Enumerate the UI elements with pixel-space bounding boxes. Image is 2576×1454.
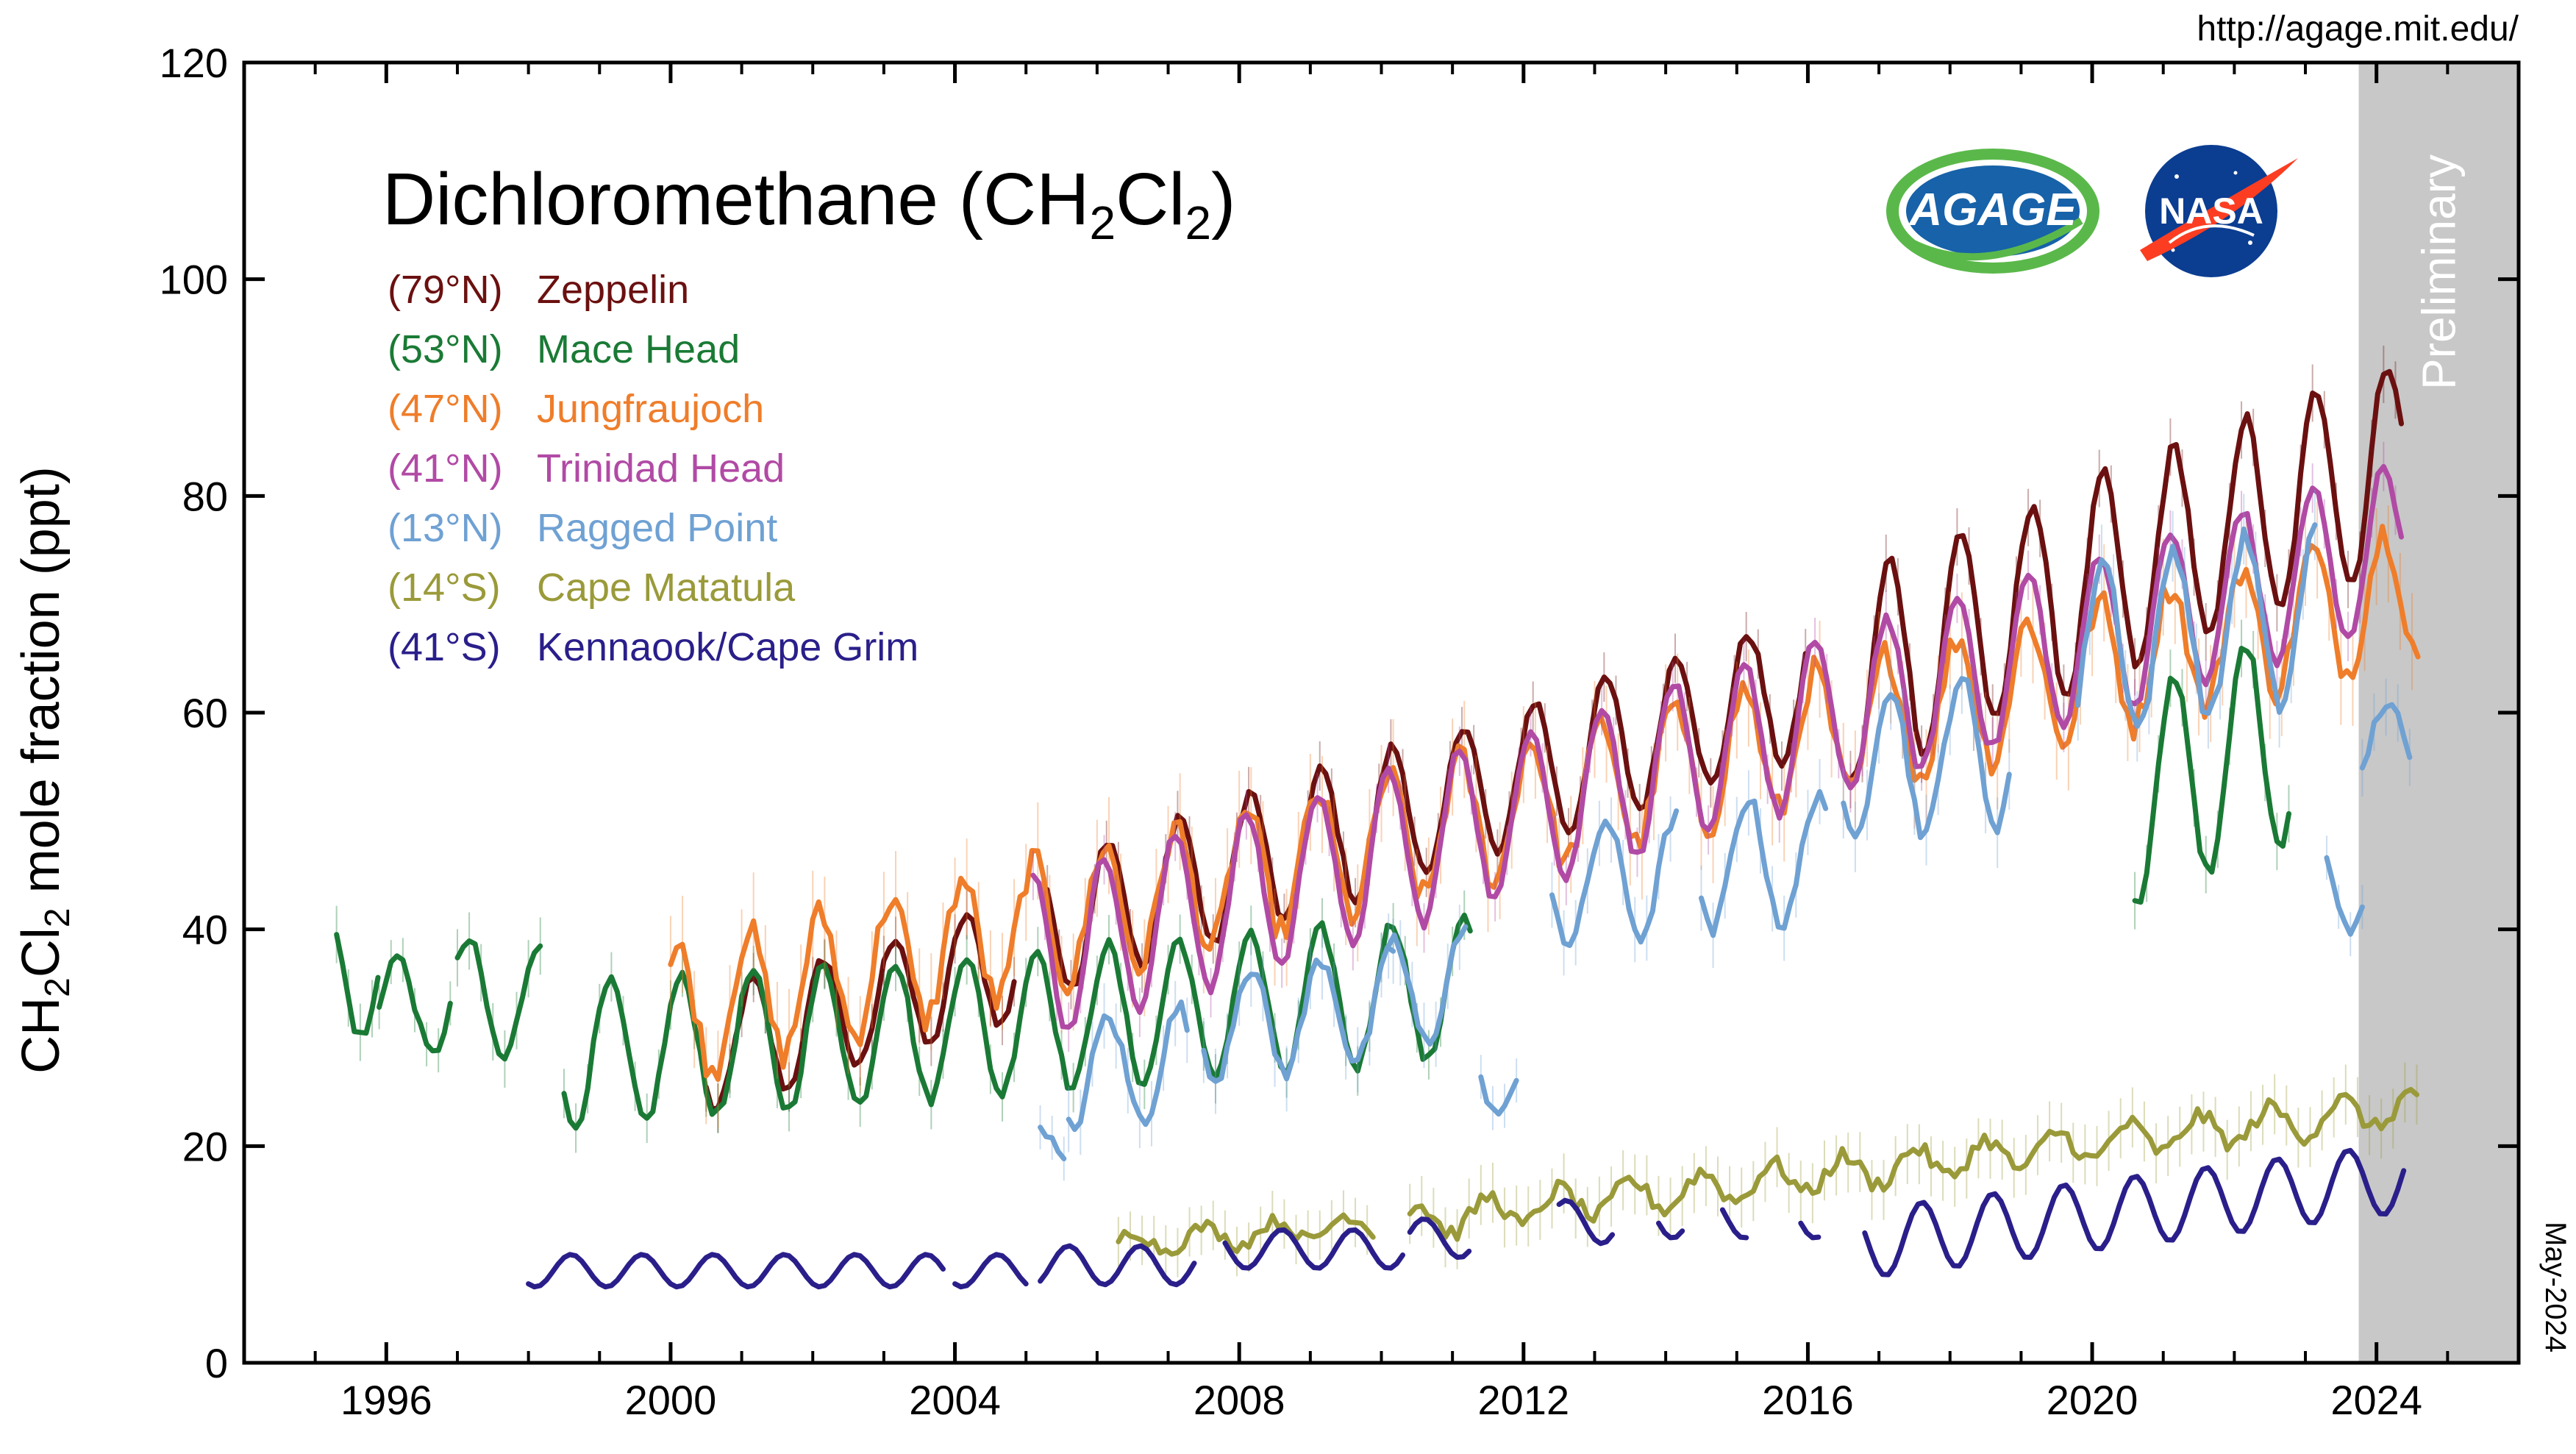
ylabel-part-cl: Cl	[12, 927, 71, 977]
line-ragged-point-seg-9	[2324, 855, 2365, 937]
line-kennaook-cape-grim-seg-7	[1719, 1207, 1749, 1241]
line-kennaook-cape-grim-seg-6	[1656, 1220, 1685, 1241]
x-tick-label: 2004	[909, 1377, 1001, 1423]
legend-latitude: (47°N)	[388, 387, 503, 431]
line-mace-head-seg-3	[561, 912, 1473, 1131]
legend-latitude: (41°S)	[388, 625, 501, 669]
line-ragged-point-seg-0	[1038, 1125, 1067, 1161]
line-kennaook-cape-grim-seg-9	[1862, 1147, 2407, 1277]
title-sub-2: 2	[1185, 196, 1212, 249]
line-ragged-point-seg-7	[1841, 676, 2012, 841]
line-ragged-point-seg-1	[1066, 999, 1190, 1133]
line-kennaook-cape-grim-seg-8	[1798, 1220, 1822, 1241]
ylabel-part-ch: CH	[12, 997, 71, 1074]
line-cape-matatula-seg-1	[1407, 1086, 2419, 1242]
preliminary-band	[2358, 63, 2519, 1363]
series-layer	[334, 345, 2421, 1290]
y-tick-label: 80	[182, 473, 228, 519]
y-tick-label: 20	[182, 1123, 228, 1169]
series-mace-head	[334, 619, 2291, 1153]
series-ragged-point	[1038, 489, 2413, 1181]
line-zeppelin-seg-1	[1044, 634, 1808, 988]
line-ragged-point-seg-6	[1699, 788, 1829, 938]
legend-station-name: Kennaook/Cape Grim	[537, 625, 918, 669]
legend-latitude: (79°N)	[388, 268, 503, 312]
x-tick-label: 2016	[1762, 1377, 1854, 1423]
line-trinidad-head-seg-0	[1030, 463, 2404, 1030]
nasa-logo: NASA	[2140, 145, 2298, 277]
series-trinidad-head	[1030, 441, 2404, 1052]
x-tick-label: 2012	[1478, 1377, 1570, 1423]
legend-station-name: Zeppelin	[537, 268, 689, 312]
series-zeppelin	[703, 345, 2404, 1133]
legend: (79°N) Zeppelin (53°N) Mace Head (47°N) Jungf…	[388, 268, 918, 669]
agage-logo: AGAGE	[1886, 149, 2099, 274]
line-kennaook-cape-grim-seg-1	[952, 1252, 1029, 1290]
line-zeppelin-seg-0	[703, 912, 1017, 1112]
series-kennaook-cape-grim	[526, 1147, 2407, 1290]
line-ragged-point-seg-5	[1549, 808, 1680, 948]
legend-latitude: (41°N)	[388, 446, 503, 491]
preliminary-label: Preliminary	[2412, 154, 2465, 390]
legend-station-name: Ragged Point	[537, 506, 777, 550]
date-stamp: May-2024	[2539, 1222, 2572, 1353]
ylabel-sub-1: 2	[38, 977, 77, 997]
y-tick-label: 60	[182, 690, 228, 736]
legend-latitude: (13°N)	[388, 506, 503, 550]
x-tick-label: 2020	[2047, 1377, 2138, 1423]
title-mid: Cl	[1116, 158, 1185, 240]
legend-station-name: Mace Head	[537, 327, 740, 371]
line-ragged-point-seg-8	[2075, 522, 2318, 729]
series-cape-matatula	[1116, 1062, 2419, 1277]
line-kennaook-cape-grim-seg-3	[1222, 1227, 1405, 1271]
x-tick-label: 1996	[340, 1377, 432, 1423]
agage-logo-text: AGAGE	[1908, 185, 2077, 235]
line-mace-head-seg-1	[377, 953, 453, 1054]
line-kennaook-cape-grim-seg-4	[1407, 1216, 1472, 1260]
line-kennaook-cape-grim-seg-2	[1038, 1243, 1197, 1288]
y-tick-label: 40	[182, 907, 228, 953]
legend-station-name: Jungfraujoch	[537, 387, 764, 431]
line-mace-head-seg-0	[334, 932, 381, 1036]
source-url: http://agage.mit.edu/	[2197, 10, 2519, 49]
title-end: )	[1211, 158, 1235, 240]
line-kennaook-cape-grim-seg-0	[526, 1252, 946, 1290]
x-tick-label: 2008	[1194, 1377, 1285, 1423]
line-ragged-point-seg-3	[1385, 924, 1469, 1047]
ylabel-part-rest: mole fraction (ppt)	[12, 466, 71, 908]
axis-layer: 1996 2000 2004 2008 2012 2016 2020 2024 0 20 40 60 8…	[160, 40, 2520, 1423]
x-tick-label: 2024	[2330, 1377, 2422, 1423]
ylabel-sub-2: 2	[38, 908, 77, 927]
line-ragged-point-seg-2	[1201, 944, 1396, 1084]
legend-latitude: (14°S)	[388, 566, 501, 610]
legend-station-name: Trinidad Head	[537, 446, 785, 491]
line-mace-head-seg-4	[2132, 646, 2291, 905]
legend-latitude: (53°N)	[388, 327, 503, 371]
y-axis-label: CH2Cl2 mole fraction (ppt)	[12, 466, 77, 1074]
y-tick-label: 100	[160, 257, 228, 303]
line-ragged-point-seg-4	[1478, 1074, 1519, 1117]
y-tick-label: 0	[205, 1340, 228, 1386]
legend-station-name: Cape Matatula	[537, 566, 796, 610]
line-ragged-point-seg-10	[2359, 702, 2413, 771]
title-main: Dichloromethane (CH	[382, 158, 1089, 240]
nasa-logo-text: NASA	[2159, 190, 2263, 232]
line-cape-matatula-seg-0	[1116, 1212, 1376, 1257]
y-tick-label: 120	[160, 40, 228, 86]
chart-title: Dichloromethane (CH2Cl2)	[382, 158, 1235, 249]
x-tick-label: 2000	[625, 1377, 717, 1423]
line-mace-head-seg-2	[454, 938, 543, 1062]
line-kennaook-cape-grim-seg-5	[1556, 1197, 1616, 1247]
title-sub-1: 2	[1089, 196, 1116, 249]
